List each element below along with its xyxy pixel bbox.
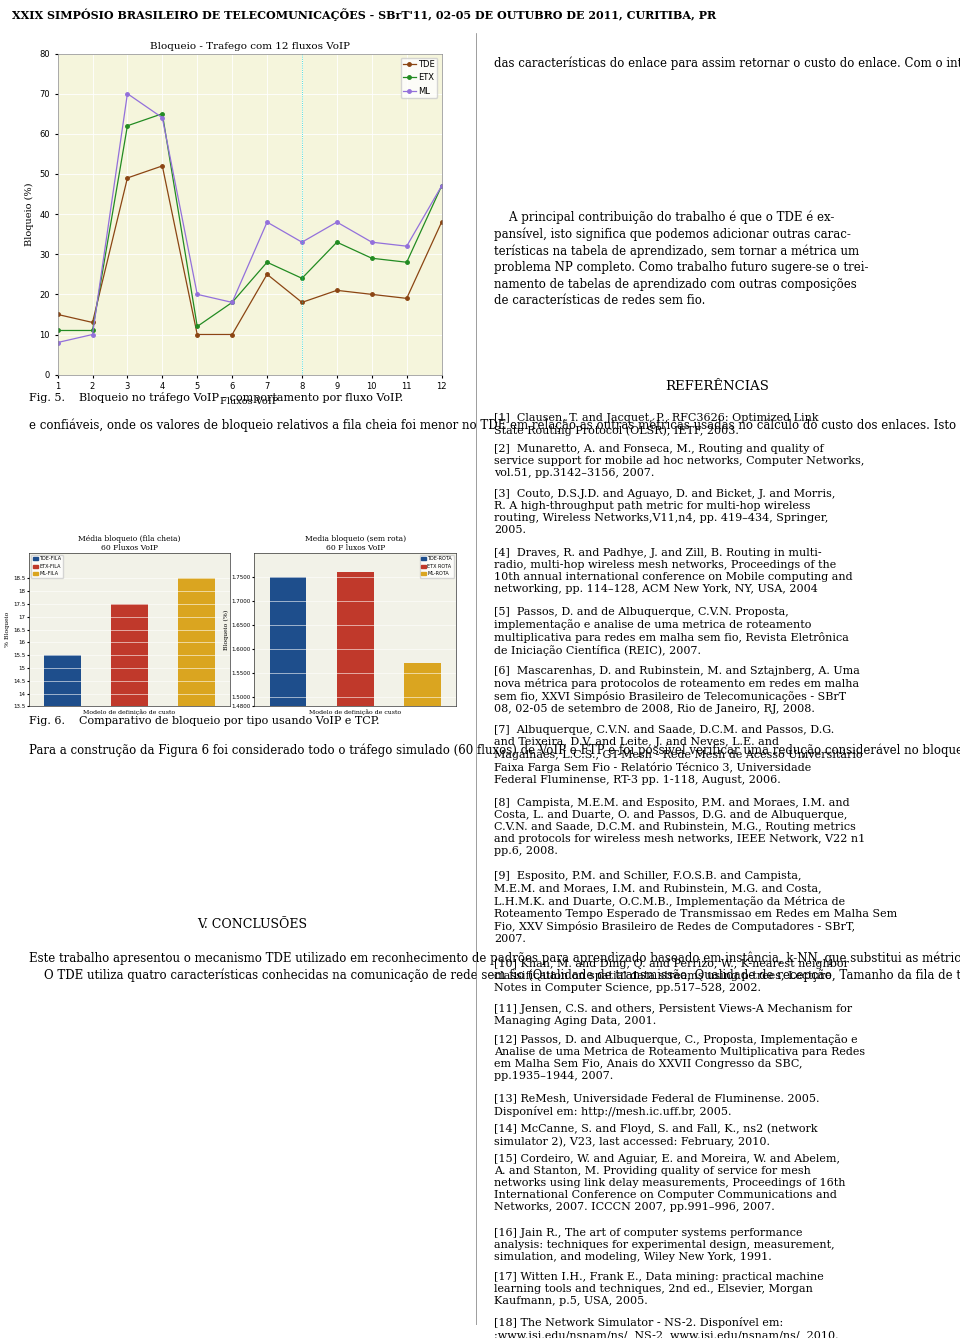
Text: REFERÊNCIAS: REFERÊNCIAS (665, 380, 770, 393)
Text: [9]  Esposito, P.M. and Schiller, F.O.S.B. and Campista,
M.E.M. and Moraes, I.M.: [9] Esposito, P.M. and Schiller, F.O.S.B… (494, 871, 898, 943)
ML (401, 238, 413, 254)
ETX (227, 294, 238, 310)
Text: Este trabalho apresentou o mecanismo TDE utilizado em reconhecimento de padrões : Este trabalho apresentou o mecanismo TDE… (29, 951, 960, 982)
Text: XXIX SIMPÓSIO BRASILEIRO DE TELECOMUNICAÇÕES - SBrT'11, 02-05 DE OUTUBRO DE 2011: XXIX SIMPÓSIO BRASILEIRO DE TELECOMUNICA… (12, 8, 715, 21)
Text: [17] Witten I.H., Frank E., Data mining: practical machine
learning tools and te: [17] Witten I.H., Frank E., Data mining:… (494, 1272, 824, 1306)
ML (261, 214, 273, 230)
Bar (404, 664, 441, 1338)
Title: Média bloqueio (fila cheia)
60 Fluxos VoIP: Média bloqueio (fila cheia) 60 Fluxos Vo… (79, 535, 180, 551)
Y-axis label: Bloqueio (%): Bloqueio (%) (25, 182, 34, 246)
TDE (401, 290, 413, 306)
ML (297, 234, 308, 250)
Text: [1]  Clausen, T. and Jacquet, P., RFC3626: Optimized Link
State Routing Protocol: [1] Clausen, T. and Jacquet, P., RFC3626… (494, 413, 819, 436)
ML (156, 110, 168, 126)
TDE (122, 170, 133, 186)
Title: Bloqueio - Trafego com 12 fluxos VoIP: Bloqueio - Trafego com 12 fluxos VoIP (150, 43, 349, 51)
Text: [10] Khan, M. and Ding, Q. and Perrizo, W., K-nearest neighbor
classification on: [10] Khan, M. and Ding, Q. and Perrizo, … (494, 959, 850, 993)
TDE (366, 286, 377, 302)
Bar (337, 571, 373, 1338)
Line: ML: ML (56, 92, 444, 344)
ETX (261, 254, 273, 270)
TDE (156, 158, 168, 174)
X-axis label: Modelo de definição de custo: Modelo de definição de custo (84, 709, 176, 714)
ETX (331, 234, 343, 250)
ML (122, 86, 133, 102)
Text: [8]  Campista, M.E.M. and Esposito, P.M. and Moraes, I.M. and
Costa, L. and Duar: [8] Campista, M.E.M. and Esposito, P.M. … (494, 799, 866, 856)
ETX (401, 254, 413, 270)
TDE (297, 294, 308, 310)
ML (52, 334, 63, 351)
Text: [15] Cordeiro, W. and Aguiar, E. and Moreira, W. and Abelem,
A. and Stanton, M. : [15] Cordeiro, W. and Aguiar, E. and Mor… (494, 1155, 846, 1212)
Text: [4]  Draves, R. and Padhye, J. and Zill, B. Routing in multi-
radio, multi-hop w: [4] Draves, R. and Padhye, J. and Zill, … (494, 547, 853, 594)
ETX (366, 250, 377, 266)
Text: [16] Jain R., The art of computer systems performance
analysis: techniques for e: [16] Jain R., The art of computer system… (494, 1228, 835, 1262)
X-axis label: Fluxos VoIP: Fluxos VoIP (221, 397, 278, 405)
Line: ETX: ETX (56, 112, 444, 332)
Text: [2]  Munaretto, A. and Fonseca, M., Routing and quality of
service support for m: [2] Munaretto, A. and Fonseca, M., Routi… (494, 444, 865, 478)
Title: Media bloqueio (sem rota)
60 F luxos VoIP: Media bloqueio (sem rota) 60 F luxos VoI… (304, 535, 406, 551)
ETX (297, 270, 308, 286)
Bar (270, 577, 306, 1338)
Text: [7]  Albuquerque, C.V.N. and Saade, D.C.M. and Passos, D.G.
and Teixeira, D.V. a: [7] Albuquerque, C.V.N. and Saade, D.C.M… (494, 725, 863, 785)
Text: e confiáveis, onde os valores de bloqueio relativos a fila cheia foi menor no TD: e confiáveis, onde os valores de bloquei… (29, 419, 960, 432)
ETX (52, 322, 63, 339)
Y-axis label: Bloqueio (%): Bloqueio (%) (224, 609, 228, 650)
Text: V. CONCLUSÕES: V. CONCLUSÕES (197, 918, 307, 931)
Text: Para a construção da Figura 6 foi considerado todo o tráfego simulado (60 fluxos: Para a construção da Figura 6 foi consid… (29, 744, 960, 757)
TDE (261, 266, 273, 282)
TDE (436, 214, 447, 230)
Text: [11] Jensen, C.S. and others, Persistent Views-A Mechanism for
Managing Aging Da: [11] Jensen, C.S. and others, Persistent… (494, 1004, 852, 1026)
Text: Fig. 5.    Bloqueio no tráfego VoIP - comportamento por fluxo VoIP.: Fig. 5. Bloqueio no tráfego VoIP - compo… (29, 392, 403, 403)
Text: [5]  Passos, D. and de Albuquerque, C.V.N. Proposta,
implementação e analise de : [5] Passos, D. and de Albuquerque, C.V.N… (494, 607, 850, 657)
TDE (331, 282, 343, 298)
ML (227, 294, 238, 310)
ETX (86, 322, 98, 339)
ETX (191, 318, 203, 334)
TDE (227, 326, 238, 343)
Legend: TDE-FILA, ETX-FILA, ML-FILA: TDE-FILA, ETX-FILA, ML-FILA (32, 555, 62, 578)
ETX (122, 118, 133, 134)
Bar (179, 578, 215, 1053)
Bar (111, 603, 148, 1053)
TDE (191, 326, 203, 343)
Text: [12] Passos, D. and Albuquerque, C., Proposta, Implementação e
Analise de uma Me: [12] Passos, D. and Albuquerque, C., Pro… (494, 1034, 866, 1081)
ML (366, 234, 377, 250)
Text: das características do enlace para assim retornar o custo do enlace. Com o intui: das características do enlace para assim… (494, 56, 960, 70)
ML (191, 286, 203, 302)
ML (86, 326, 98, 343)
Text: [3]  Couto, D.S.J.D. and Aguayo, D. and Bicket, J. and Morris,
R. A high-through: [3] Couto, D.S.J.D. and Aguayo, D. and B… (494, 488, 836, 535)
Text: [6]  Mascarenhas, D. and Rubinstein, M. and Sztajnberg, A. Uma
nova métrica para: [6] Mascarenhas, D. and Rubinstein, M. a… (494, 666, 860, 714)
ETX (436, 178, 447, 194)
Bar (44, 656, 81, 1053)
Text: [14] McCanne, S. and Floyd, S. and Fall, K., ns2 (network
simulator 2), V23, las: [14] McCanne, S. and Floyd, S. and Fall,… (494, 1124, 818, 1147)
Text: [13] ReMesh, Universidade Federal de Fluminense. 2005.
Disponível em: http://mes: [13] ReMesh, Universidade Federal de Flu… (494, 1093, 820, 1116)
TDE (86, 314, 98, 330)
Y-axis label: % Bloqueio: % Bloqueio (6, 611, 11, 648)
Legend: TDE, ETX, ML: TDE, ETX, ML (400, 58, 438, 98)
ML (331, 214, 343, 230)
Legend: TDE-ROTA, ETX ROTA, ML-ROTA: TDE-ROTA, ETX ROTA, ML-ROTA (420, 555, 453, 578)
ETX (156, 106, 168, 122)
Line: TDE: TDE (56, 165, 444, 336)
Text: A principal contribuição do trabalho é que o TDE é ex-
pansível, isto significa : A principal contribuição do trabalho é q… (494, 210, 869, 308)
TDE (52, 306, 63, 322)
ML (436, 178, 447, 194)
Text: [18] The Network Simulator - NS-2. Disponível em:
;www.isi.edu/nsnam/ns/, NS-2, : [18] The Network Simulator - NS-2. Dispo… (494, 1318, 839, 1338)
X-axis label: Modelo de definição de custo: Modelo de definição de custo (309, 709, 401, 714)
Text: Fig. 6.    Comparativo de bloqueio por tipo usando VoIP e TCP.: Fig. 6. Comparativo de bloqueio por tipo… (29, 716, 379, 727)
